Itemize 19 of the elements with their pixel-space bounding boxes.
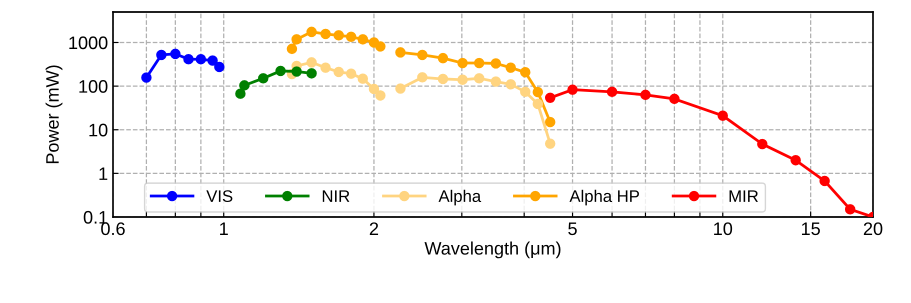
x-tick-label: 0.6	[101, 222, 125, 236]
x-tick-label: 10	[714, 222, 732, 236]
y-tick-label: 100	[79, 80, 108, 93]
y-tick-label: 1000	[69, 36, 108, 50]
x-tick-label: 5	[568, 222, 577, 236]
y-tick-label: 1	[99, 167, 108, 180]
x-tick-label: 15	[802, 222, 820, 236]
legend-label: VIS	[206, 190, 232, 202]
y-axis-title: Power (mW)	[46, 65, 62, 164]
x-tick-label: 2	[370, 222, 378, 235]
legend-label: NIR	[322, 190, 350, 202]
legend-label: Alpha HP	[569, 190, 639, 206]
x-tick-label: 20	[864, 222, 882, 236]
y-tick-label: 0.1	[84, 210, 108, 224]
y-tick-label: 10	[89, 124, 108, 136]
legend-label: MIR	[730, 190, 758, 202]
x-axis-title: Wavelength (μm)	[424, 241, 560, 258]
x-tick-label: 1	[220, 222, 228, 235]
legend-label: Alpha	[438, 190, 482, 206]
